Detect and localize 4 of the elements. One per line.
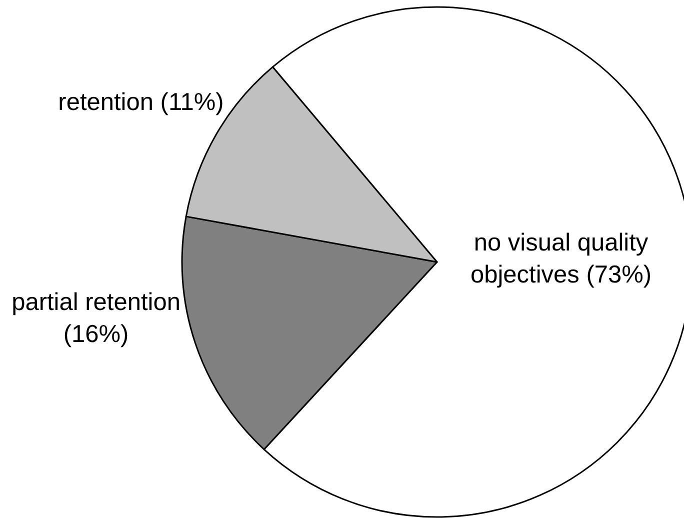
slice-label: retention (11%) bbox=[58, 89, 224, 116]
slice-label: no visual quality objectives (73%) bbox=[470, 230, 652, 288]
slice-label: partial retention bbox=[12, 289, 180, 316]
data-label: (16%) bbox=[63, 321, 129, 348]
